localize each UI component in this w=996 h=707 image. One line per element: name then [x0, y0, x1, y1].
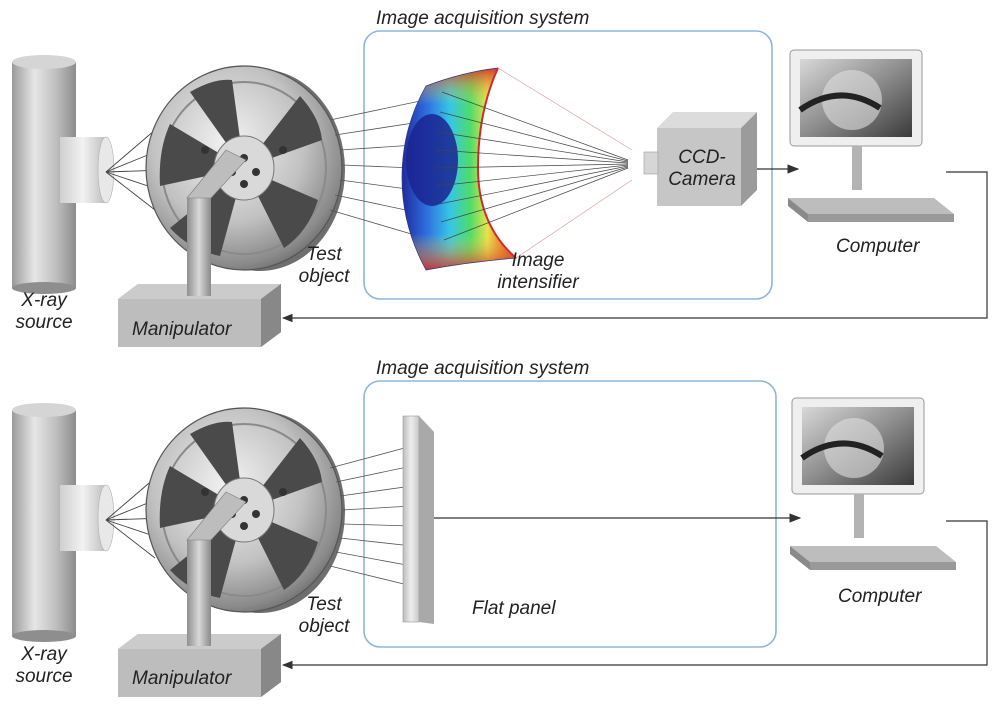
xray-source-icon: [12, 403, 115, 642]
acquisition-system-label: Image acquisition system: [376, 358, 590, 379]
test-object-label: Test object: [298, 594, 350, 637]
panel-bottom: [12, 380, 988, 697]
computer-label: Computer: [836, 236, 920, 257]
manipulator-arm-icon: [186, 491, 247, 646]
projection-rays: [329, 99, 426, 239]
computer-icon: [788, 49, 954, 222]
xray-source-label: X-ray source: [15, 290, 73, 333]
xray-source-icon: [12, 55, 115, 294]
feedback-line: [281, 171, 988, 323]
computer-icon: [790, 397, 956, 570]
projection-rays: [329, 445, 413, 587]
wheel-test-object-icon: [145, 407, 345, 613]
manipulator-label: Manipulator: [132, 319, 232, 340]
image-intensifier-icon: [401, 67, 517, 271]
test-object-label: Test object: [298, 244, 350, 287]
acquisition-system-label: Image acquisition system: [376, 8, 590, 29]
manipulator-icon: [118, 284, 281, 347]
xray-source-label: X-ray source: [15, 644, 73, 687]
wheel-test-object-icon: [145, 65, 345, 271]
acquisition-system-box: [363, 380, 777, 648]
manipulator-label: Manipulator: [132, 668, 232, 689]
flat-panel-detector-icon: [402, 415, 434, 624]
ccd-camera-label: CCD- Camera: [668, 147, 736, 190]
manipulator-icon: [118, 634, 281, 697]
acquisition-system-box: [363, 30, 773, 300]
flat-panel-label: Flat panel: [472, 598, 556, 619]
ccd-camera-icon: [643, 112, 757, 206]
image-intensifier-label: Image intensifier: [497, 250, 579, 293]
feedback-line: [281, 520, 988, 670]
computer-label: Computer: [838, 586, 922, 607]
manipulator-arm-icon: [186, 149, 247, 296]
panel-top: [12, 30, 988, 347]
optical-rays: [435, 67, 633, 259]
